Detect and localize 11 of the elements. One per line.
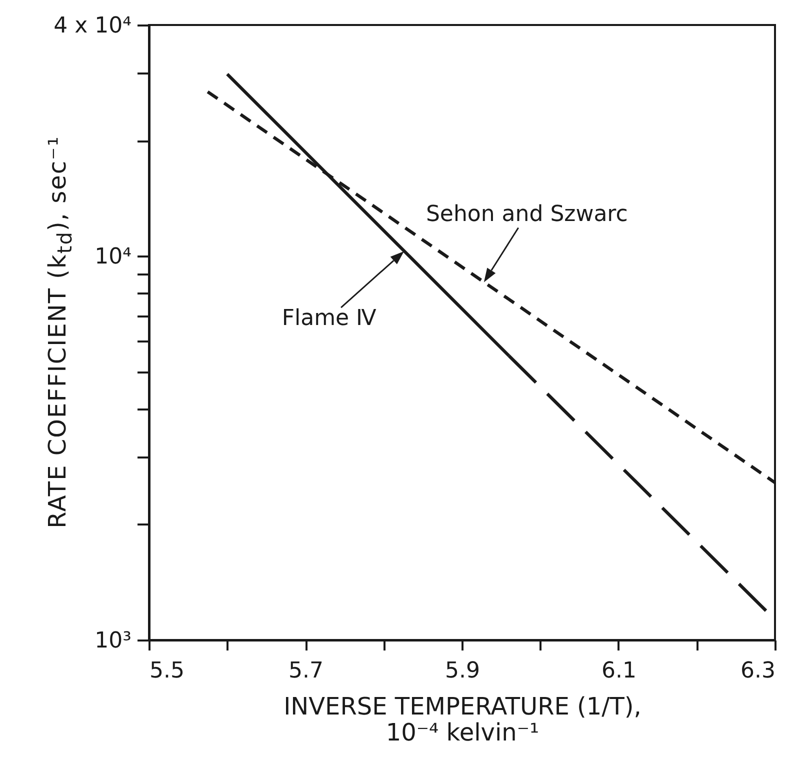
y-tick-label: 4 x 10⁴ bbox=[54, 14, 132, 38]
annotation: Sehon and Szwarc bbox=[426, 202, 628, 228]
x-tick-label: 6.1 bbox=[602, 658, 636, 684]
x-tick-label: 5.5 bbox=[150, 658, 184, 684]
x-tick-label: 5.9 bbox=[445, 658, 480, 684]
x-tick-label: 6.3 bbox=[740, 658, 776, 684]
x-axis-title: INVERSE TEMPERATURE (1/T), 10⁻⁴ kelvin⁻¹ bbox=[284, 692, 642, 746]
y-tick-label: 10³ bbox=[94, 628, 132, 654]
annotation: Flame Ⅳ bbox=[282, 306, 378, 332]
y-tick-label: 10⁴ bbox=[94, 244, 132, 270]
x-tick-label: 5.7 bbox=[288, 658, 324, 684]
